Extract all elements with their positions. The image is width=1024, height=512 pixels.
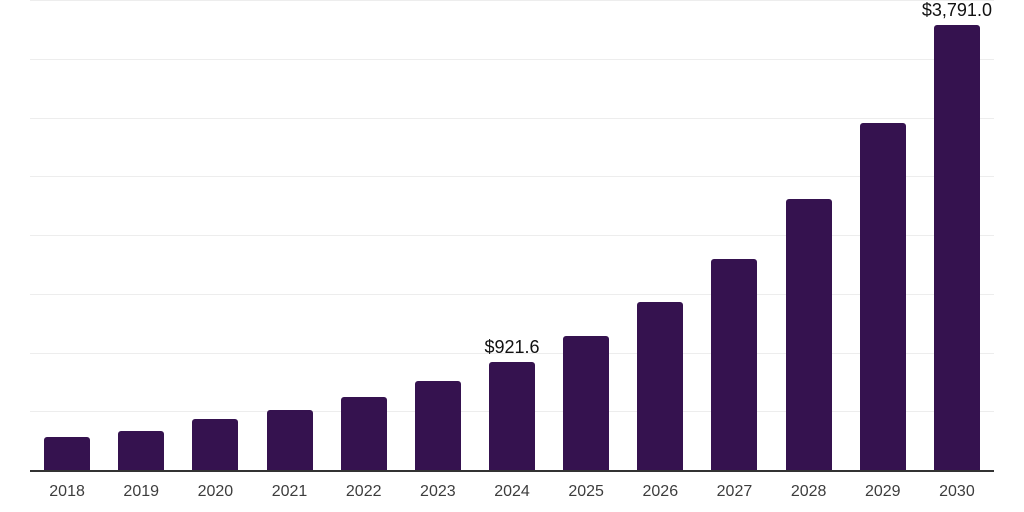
x-axis-tick-label-2021: 2021 xyxy=(271,483,308,500)
x-axis-tick-label-2022: 2022 xyxy=(345,483,382,500)
x-axis-tick-label-2018: 2018 xyxy=(49,483,85,500)
bar-2025 xyxy=(563,336,610,470)
bar-value-label-2024: $921.6 xyxy=(484,336,540,357)
x-axis-tick-label-2019: 2019 xyxy=(123,483,160,500)
bar-2019 xyxy=(118,430,165,470)
x-axis-tick-label-2027: 2027 xyxy=(716,483,753,500)
plot-area: $921.6 $3,791.0 xyxy=(30,0,994,472)
gridline xyxy=(30,176,994,178)
bar-2029 xyxy=(859,123,906,470)
gridline xyxy=(30,58,994,60)
x-axis-tick-label-2024: 2024 xyxy=(494,483,530,500)
bar-2020 xyxy=(192,419,239,470)
bar-2027 xyxy=(711,259,758,470)
bar-2022 xyxy=(340,397,387,470)
bar-2021 xyxy=(266,410,313,470)
x-axis-tick-label-2020: 2020 xyxy=(197,483,234,500)
x-axis-tick-label-2023: 2023 xyxy=(420,483,456,500)
bar-2028 xyxy=(785,199,832,470)
gridline xyxy=(30,117,994,119)
x-axis-tick-label-2029: 2029 xyxy=(864,483,901,500)
gridline xyxy=(30,235,994,236)
x-axis-tick-label-2030: 2030 xyxy=(939,483,975,500)
x-axis-tick-label-2025: 2025 xyxy=(568,483,604,500)
bar-2023 xyxy=(414,381,461,470)
gridline xyxy=(30,352,994,354)
gridline xyxy=(30,0,994,1)
bar-2026 xyxy=(637,302,684,470)
bar-2024 xyxy=(489,361,535,470)
x-axis-tick-label-2026: 2026 xyxy=(642,483,679,500)
gridline xyxy=(30,293,994,295)
bar-value-label-2030: $3,791.0 xyxy=(921,0,992,20)
bar-2018 xyxy=(44,437,91,470)
bar-2030 xyxy=(933,24,980,470)
x-axis-tick-label-2028: 2028 xyxy=(790,483,827,500)
